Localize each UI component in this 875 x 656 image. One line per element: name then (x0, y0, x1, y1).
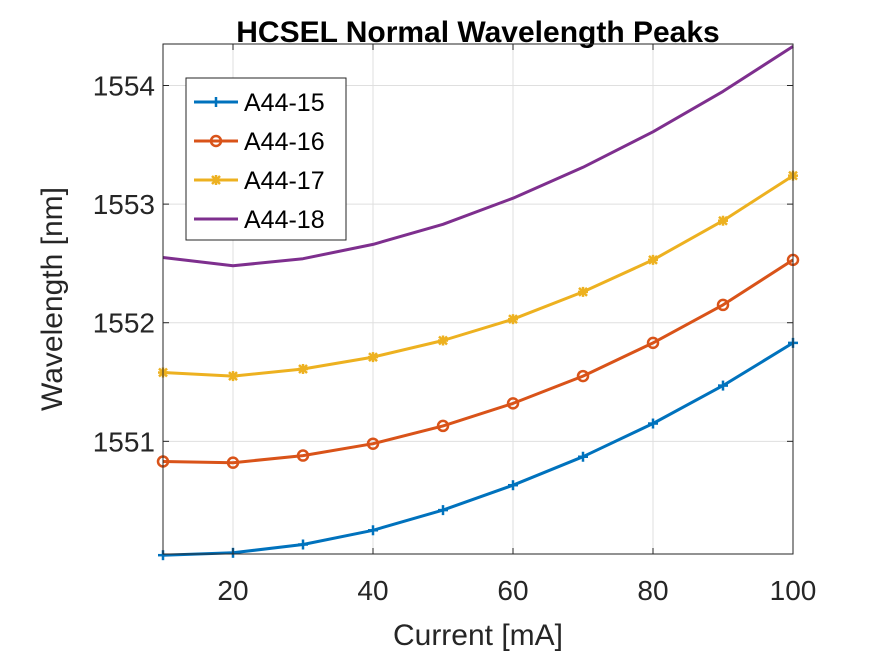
series-line (162, 174, 794, 378)
data-point (576, 369, 590, 383)
data-point (508, 314, 518, 325)
data-point (226, 456, 240, 469)
plot-frame (162, 43, 794, 555)
axis-ticks: 20 40 60 80 100 1551 1552 1553 1554 (93, 44, 817, 606)
data-point (298, 539, 308, 550)
x-tick-label: 40 (357, 575, 388, 606)
x-tick-label: 80 (637, 575, 668, 606)
data-point (718, 380, 728, 391)
legend-item: A44-17 (194, 167, 325, 195)
legend-item: A44-16 (194, 128, 325, 156)
data-point (648, 254, 658, 265)
y-tick-label: 1552 (93, 308, 155, 339)
series-group (156, 45, 800, 561)
legend-label: A44-15 (244, 89, 325, 117)
data-point (368, 352, 378, 363)
legend-marker (211, 175, 221, 185)
legend-label: A44-16 (244, 128, 325, 156)
x-tick-label: 20 (217, 575, 248, 606)
x-axis-label: Current [mA] (393, 619, 563, 652)
data-point (438, 335, 448, 346)
data-point (648, 418, 658, 429)
legend-marker (211, 97, 221, 107)
y-tick-label: 1551 (93, 426, 155, 457)
data-point (366, 437, 380, 450)
legend: A44-15 A44-16 A44-17 A44-18 (185, 77, 347, 241)
y-tick-label: 1553 (93, 189, 155, 220)
data-point (298, 363, 308, 374)
series-a44-15 (158, 337, 798, 561)
data-point (228, 371, 238, 382)
legend-item: A44-15 (194, 89, 325, 117)
data-point (578, 286, 588, 297)
x-tick-label: 60 (497, 575, 528, 606)
data-point (718, 215, 728, 226)
data-point (296, 449, 310, 462)
legend-item: A44-18 (194, 206, 325, 234)
series-line (162, 341, 794, 557)
series-a44-17 (158, 170, 798, 382)
series-line (162, 45, 794, 268)
legend-box (185, 77, 347, 241)
data-point (578, 451, 588, 462)
data-point (436, 419, 450, 433)
legend-marker (209, 134, 223, 148)
data-point (506, 397, 520, 410)
x-tick-label: 100 (770, 575, 817, 606)
data-point (438, 505, 448, 516)
y-axis-label: Wavelength [nm] (36, 187, 69, 411)
data-point (508, 480, 518, 491)
data-point (646, 336, 660, 350)
data-point (716, 298, 730, 312)
series-a44-18 (162, 45, 794, 268)
y-tick-label: 1554 (93, 71, 155, 102)
series-line (162, 258, 794, 465)
legend-label: A44-17 (244, 167, 325, 195)
legend-label: A44-18 (244, 206, 325, 234)
data-point (368, 525, 378, 536)
